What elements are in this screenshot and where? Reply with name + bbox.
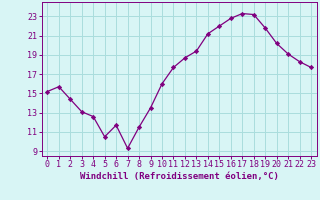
X-axis label: Windchill (Refroidissement éolien,°C): Windchill (Refroidissement éolien,°C) (80, 172, 279, 181)
